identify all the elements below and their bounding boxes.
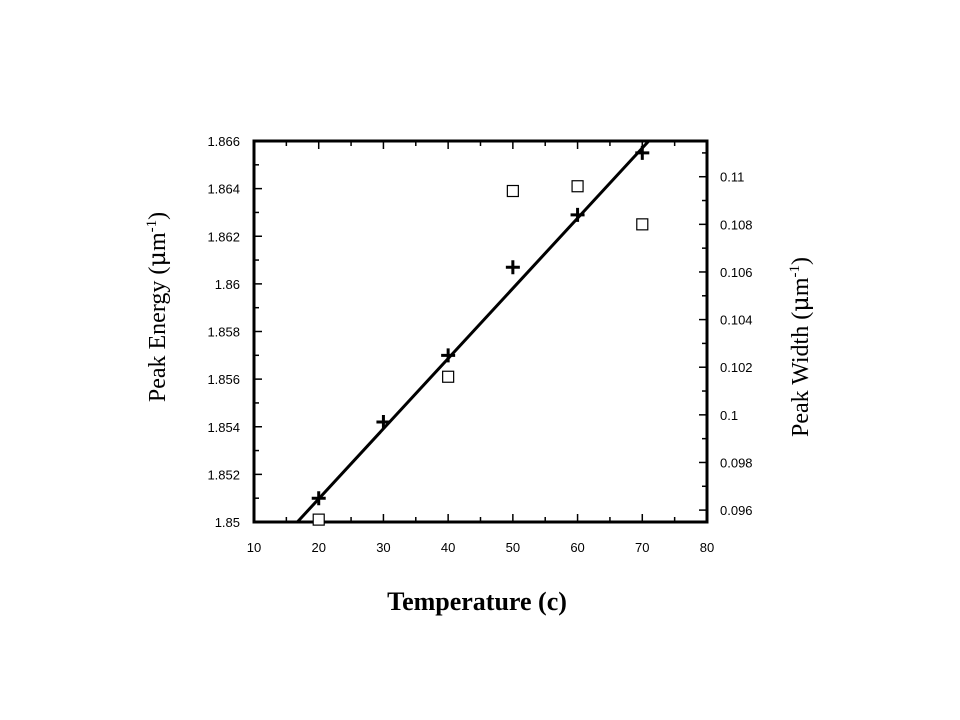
- plus-marker: [311, 491, 326, 506]
- y-right-tick-label: 0.102: [720, 360, 753, 375]
- y-right-tick-label: 0.108: [720, 217, 753, 232]
- y-right-tick-label: 0.096: [720, 503, 753, 518]
- x-tick-label: 20: [311, 540, 325, 555]
- y-left-tick-label: 1.858: [207, 325, 240, 340]
- y-right-tick-label: 0.098: [720, 455, 753, 470]
- x-axis-title: Temperature (c): [387, 587, 567, 616]
- y-left-tick-label: 1.852: [207, 467, 240, 482]
- y-right-tick-label: 0.104: [720, 313, 753, 328]
- y-right-axis-title: Peak Width (μm-1): [786, 257, 814, 437]
- ticks: [253, 140, 708, 523]
- y-left-axis-title: Peak Energy (μm-1): [143, 212, 171, 402]
- fit-line-group: [296, 139, 650, 524]
- y-left-tick-label: 1.862: [207, 229, 240, 244]
- square-marker: [636, 218, 649, 231]
- tick-labels: 10 20 30 40 50 60 70 80 1.85 1.852 1.854 1.856 1.858…: [207, 134, 752, 555]
- square-marker: [506, 184, 519, 198]
- x-tick-label: 80: [700, 540, 714, 555]
- plus-marker: [635, 145, 650, 160]
- y-left-tick-label: 1.86: [215, 277, 240, 292]
- plus-marker: [570, 207, 585, 222]
- data-marks: [311, 145, 650, 526]
- plot-frame: [252, 139, 709, 524]
- y-left-tick-label: 1.85: [215, 515, 240, 530]
- fit-line: [296, 139, 650, 524]
- y-right-tick-label: 0.106: [720, 265, 753, 280]
- y-left-tick-label: 1.866: [207, 134, 240, 149]
- x-tick-label: 60: [570, 540, 584, 555]
- square-marker: [571, 180, 584, 193]
- x-tick-label: 30: [376, 540, 390, 555]
- x-tick-label: 10: [247, 540, 261, 555]
- y-left-tick-label: 1.856: [207, 372, 240, 387]
- x-tick-label: 40: [441, 540, 455, 555]
- square-marker: [312, 513, 325, 526]
- square-marker: [442, 370, 455, 383]
- plus-marker: [441, 348, 456, 363]
- y-left-tick-label: 1.864: [207, 182, 240, 197]
- y-right-tick-label: 0.1: [720, 408, 738, 423]
- plus-marker: [505, 260, 520, 275]
- y-left-tick-label: 1.854: [207, 420, 240, 435]
- plus-marker: [376, 414, 391, 429]
- y-right-tick-label: 0.11: [720, 170, 744, 185]
- x-tick-label: 70: [635, 540, 649, 555]
- x-tick-label: 50: [506, 540, 520, 555]
